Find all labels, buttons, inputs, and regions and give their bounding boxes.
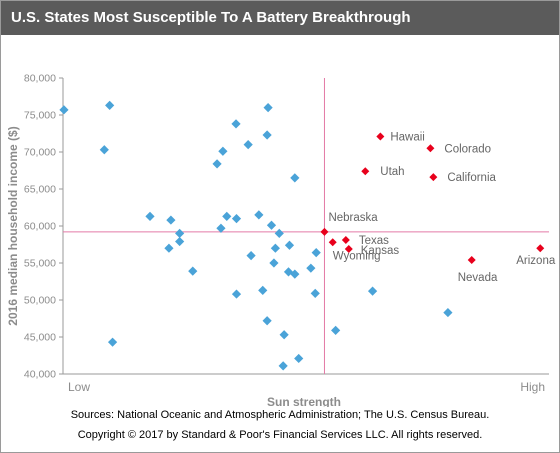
data-point-blue [274, 228, 284, 238]
y-tick-label: 60,000 [24, 221, 56, 233]
data-point-red [320, 227, 329, 236]
data-point-blue [99, 145, 109, 155]
data-point-blue [311, 248, 321, 258]
data-point-blue [145, 211, 155, 221]
data-point-blue [443, 307, 453, 318]
point-label-california: California [447, 172, 496, 184]
data-point-blue [105, 100, 115, 110]
y-tick-label: 55,000 [24, 258, 56, 270]
data-point-red [344, 244, 353, 253]
point-label-nebraska: Nebraska [328, 212, 378, 224]
data-point-blue [283, 267, 294, 277]
data-point-red [376, 132, 385, 141]
data-point-blue [294, 353, 304, 364]
data-point-blue [218, 146, 228, 156]
data-point-blue [269, 258, 279, 268]
y-tick-label: 65,000 [24, 184, 56, 196]
point-label-colorado: Colorado [444, 143, 491, 155]
data-point-blue [231, 119, 241, 129]
axes: 40,000 45,000 50,000 55,000 60,000 65,000 70,0… [6, 73, 549, 407]
data-point-blue [107, 337, 118, 347]
data-point-blue [279, 330, 289, 340]
data-point-blue [270, 243, 280, 253]
y-tick-label: 50,000 [24, 295, 56, 307]
y-axis-label: 2016 median household income ($) [6, 126, 20, 325]
data-point-blue [222, 211, 232, 221]
scatter-chart: 40,000 45,000 50,000 55,000 60,000 65,000 70,0… [6, 73, 556, 408]
point-labels: Hawaii Colorado Utah California Nebraska Texa… [328, 131, 555, 284]
data-point-blue [212, 159, 222, 169]
title-bar: U.S. States Most Susceptible To A Batter… [1, 1, 559, 35]
y-tick-label: 40,000 [24, 369, 56, 381]
data-point-red [328, 238, 337, 247]
data-point-red [467, 256, 476, 265]
point-label-nevada: Nevada [458, 272, 498, 284]
chart-title: U.S. States Most Susceptible To A Batter… [11, 9, 411, 26]
data-points [59, 100, 545, 371]
data-point-blue [164, 243, 174, 253]
data-point-blue [59, 105, 69, 115]
sources-note: Sources: National Oceanic and Atmospheri… [70, 409, 490, 421]
data-point-blue [231, 214, 242, 224]
point-label-arizona: Arizona [516, 255, 556, 267]
data-point-blue [310, 288, 320, 298]
data-point-blue [290, 269, 300, 279]
x-axis-label: Sun strength [267, 395, 341, 407]
data-point-blue [216, 223, 226, 233]
data-point-red [536, 244, 545, 253]
data-point-blue [278, 361, 288, 371]
data-point-red [361, 167, 370, 176]
data-point-blue [367, 286, 378, 296]
data-point-blue [263, 103, 273, 113]
reference-lines [63, 78, 549, 374]
x-tick-label-high: High [520, 380, 545, 394]
data-point-blue [290, 173, 300, 183]
data-point-blue [166, 215, 176, 225]
y-tick-label: 45,000 [24, 332, 56, 344]
data-point-red [341, 236, 350, 245]
data-point-blue [175, 228, 185, 238]
data-point-blue [306, 263, 316, 273]
data-point-blue [246, 251, 256, 261]
point-label-texas: Texas [359, 235, 389, 247]
copyright-note: Copyright © 2017 by Standard & Poor's Fi… [77, 429, 483, 441]
data-point-blue [258, 285, 268, 295]
data-point-red [429, 173, 438, 182]
data-point-red [426, 144, 435, 153]
data-point-blue [284, 240, 295, 250]
y-tick-label: 80,000 [24, 73, 56, 85]
point-label-utah: Utah [380, 166, 404, 178]
x-tick-label-low: Low [68, 380, 90, 394]
y-tick-label: 70,000 [24, 147, 56, 159]
data-point-blue [254, 210, 264, 220]
data-point-blue [243, 140, 253, 150]
point-label-hawaii: Hawaii [390, 131, 425, 143]
y-tick-label: 75,000 [24, 110, 56, 122]
data-point-blue [331, 325, 341, 335]
point-label-kansas: Kansas [361, 245, 400, 257]
data-point-blue [231, 289, 242, 299]
data-point-blue [266, 220, 277, 230]
data-point-blue [262, 316, 272, 326]
point-label-wyoming: Wyoming [333, 250, 381, 262]
data-point-blue [175, 236, 185, 247]
data-point-blue [262, 130, 272, 140]
data-point-blue [188, 266, 198, 276]
